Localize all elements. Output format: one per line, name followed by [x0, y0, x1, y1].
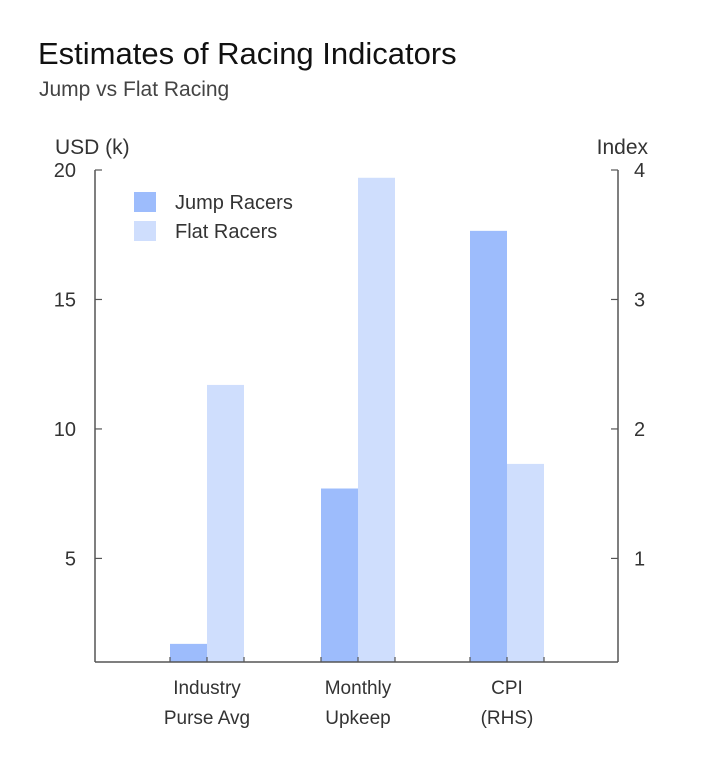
left-tick-label: 10: [54, 419, 76, 441]
right-tick-label: 3: [634, 289, 645, 311]
left-tick-label: 5: [65, 548, 76, 570]
legend-label: Flat Racers: [175, 221, 277, 243]
right-tick-label: 1: [634, 548, 645, 570]
chart-title: Estimates of Racing Indicators: [38, 36, 457, 71]
chart-subtitle: Jump vs Flat Racing: [39, 78, 230, 101]
left-tick-label: 15: [54, 289, 76, 311]
legend-label: Jump Racers: [175, 192, 293, 214]
left-tick-label: 20: [54, 160, 76, 182]
right-tick-label: 4: [634, 160, 645, 182]
category-label: CPI: [491, 678, 523, 699]
category-label: Industry: [173, 678, 241, 699]
left-axis-label: USD (k): [55, 136, 130, 159]
right-tick-label: 2: [634, 419, 645, 441]
right-axis-label: Index: [597, 136, 649, 159]
bar: [358, 177, 395, 662]
bar: [321, 488, 358, 662]
bar: [470, 230, 507, 662]
category-label: Monthly: [325, 678, 392, 699]
category-label: Upkeep: [325, 708, 391, 729]
bar: [507, 463, 544, 662]
bar: [207, 384, 244, 662]
category-label: Purse Avg: [164, 708, 250, 729]
category-label: (RHS): [481, 708, 534, 729]
legend-swatch: [134, 192, 156, 212]
legend-swatch: [134, 221, 156, 241]
bar: [170, 643, 207, 662]
